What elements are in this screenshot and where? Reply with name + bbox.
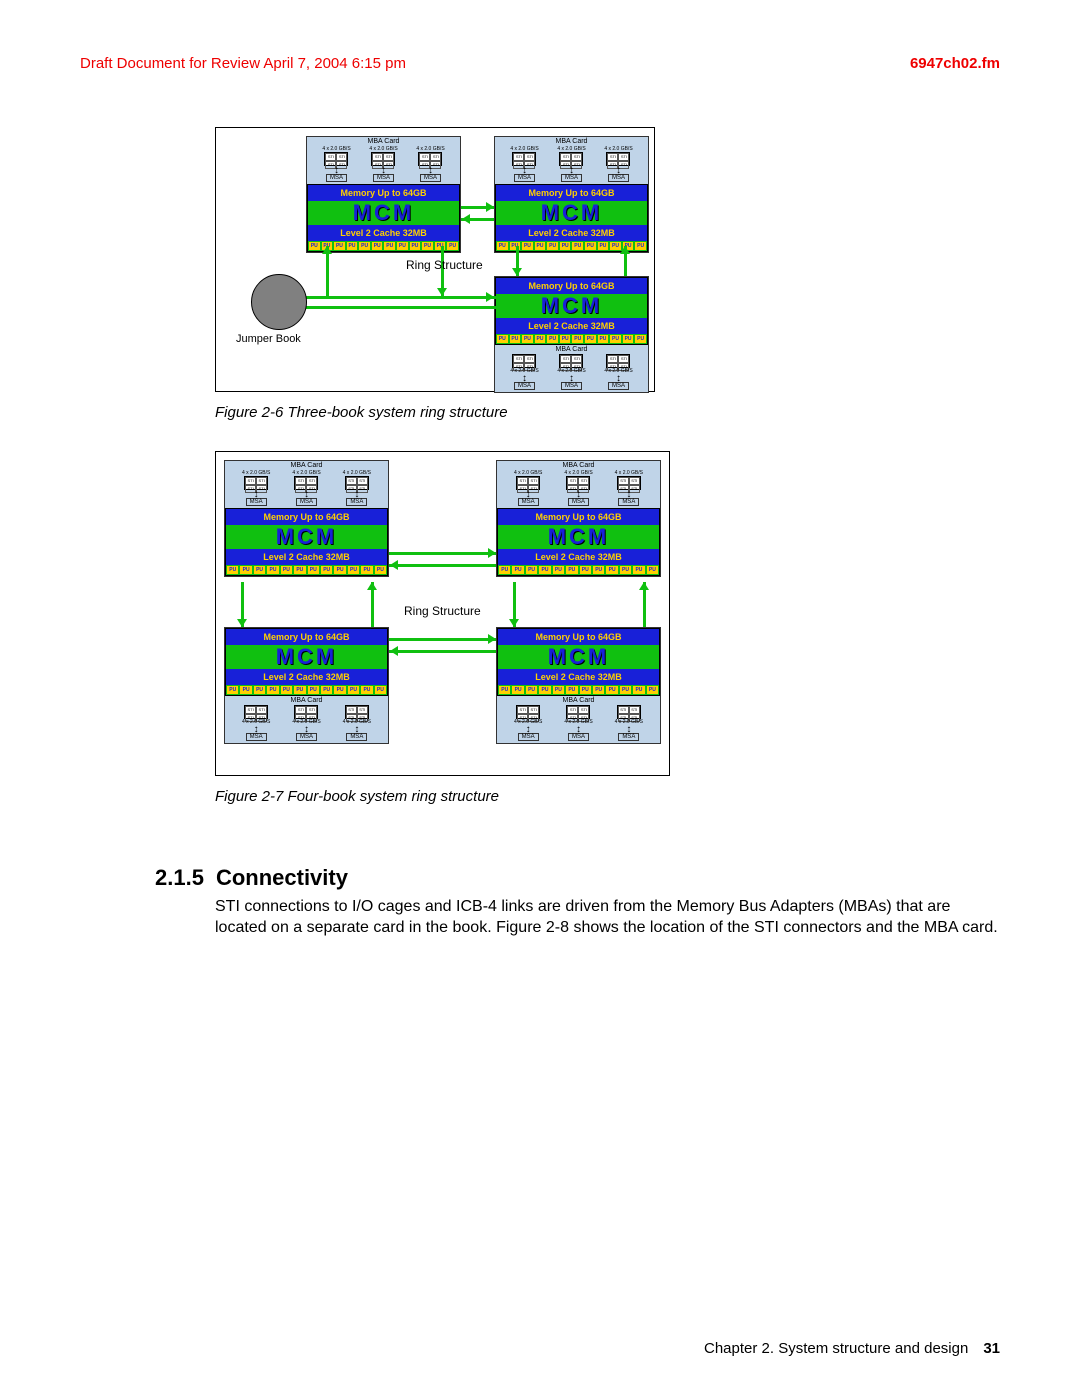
footer-page-number: 31 xyxy=(983,1340,1000,1357)
mcm-label: MCM xyxy=(308,201,459,225)
filename-header: 6947ch02.fm xyxy=(910,55,1000,72)
jumper-book-node xyxy=(251,274,307,330)
mcm-block-tl: MBA Card 4 x 2.0 GB/SSTISTISTISTI 4 x 2.… xyxy=(224,460,389,577)
cache-label: Level 2 Cache 32MB xyxy=(308,225,459,241)
section-title: Connectivity xyxy=(216,865,348,891)
mba-card-label: MBA Card xyxy=(307,137,460,146)
mcm-block-top-right: MBA Card 4 x 2.0 GB/SSTISTISTISTI 4 x 2.… xyxy=(494,136,649,253)
mcm-block-tr: MBA Card 4 x 2.0 GB/SSTISTISTISTI 4 x 2.… xyxy=(496,460,661,577)
ring-structure-label-2: Ring Structure xyxy=(404,604,481,618)
footer-chapter: Chapter 2. System structure and design xyxy=(704,1340,968,1357)
figure-2-6: MBA Card 4 x 2.0 GB/SSTISTISTISTI 4 x 2.… xyxy=(215,127,655,392)
section-paragraph: STI connections to I/O cages and ICB-4 l… xyxy=(215,897,1000,939)
ring-structure-label: Ring Structure xyxy=(406,258,483,272)
figure-2-6-caption: Figure 2-6 Three-book system ring struct… xyxy=(215,404,1000,421)
figure-2-7-caption: Figure 2-7 Four-book system ring structu… xyxy=(215,788,1000,805)
jumper-label: Jumper Book xyxy=(236,333,301,345)
section-number: 2.1.5 xyxy=(155,865,204,891)
memory-label: Memory Up to 64GB xyxy=(308,185,459,201)
mcm-block-bl: PUPUPUPUPUPUPUPUPUPUPUPU Level 2 Cache 3… xyxy=(224,627,389,744)
mcm-block-br: PUPUPUPUPUPUPUPUPUPUPUPU Level 2 Cache 3… xyxy=(496,627,661,744)
mcm-block-bottom: PUPUPUPUPUPUPUPUPUPUPUPU Level 2 Cache 3… xyxy=(494,276,649,393)
mcm-block-top-left: MBA Card 4 x 2.0 GB/SSTISTISTISTI 4 x 2.… xyxy=(306,136,461,253)
figure-2-7: MBA Card 4 x 2.0 GB/SSTISTISTISTI 4 x 2.… xyxy=(215,451,670,776)
draft-header: Draft Document for Review April 7, 2004 … xyxy=(80,55,406,72)
